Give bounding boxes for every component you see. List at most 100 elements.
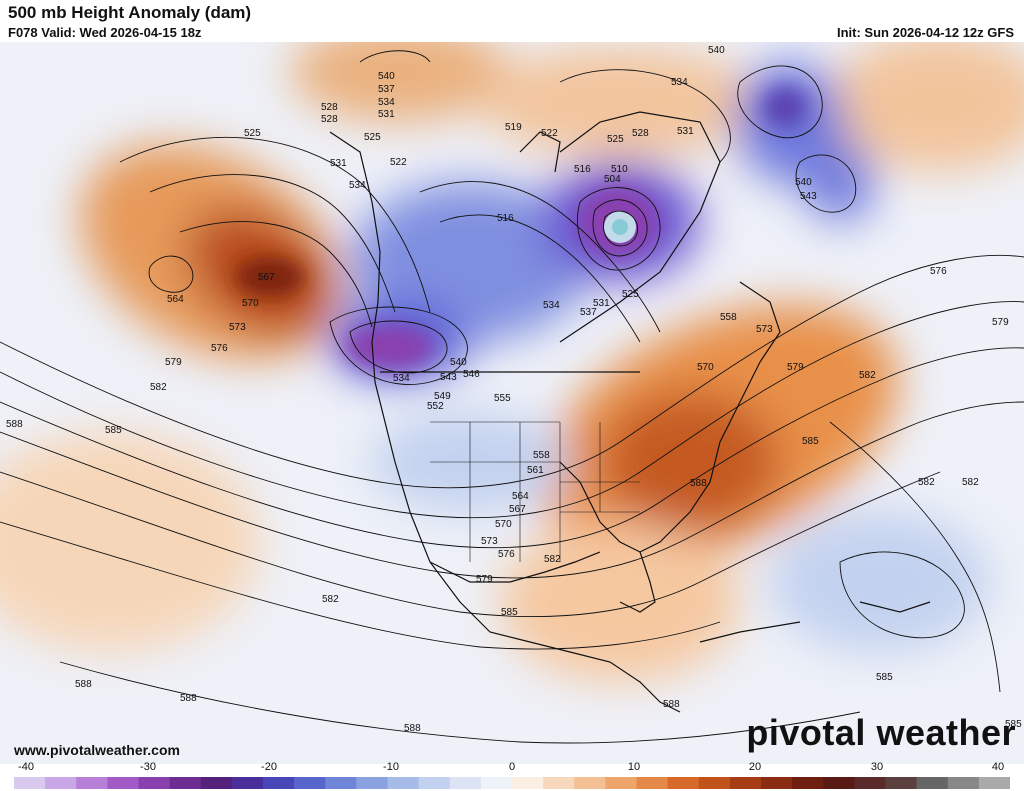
colorbar-swatch <box>45 777 77 789</box>
svg-text:534: 534 <box>543 300 560 311</box>
svg-text:561: 561 <box>527 465 544 476</box>
svg-text:582: 582 <box>859 370 876 381</box>
colorbar-swatch <box>512 777 544 789</box>
svg-text:564: 564 <box>512 491 529 502</box>
svg-text:585: 585 <box>501 607 518 618</box>
anomaly-colorbar <box>14 777 1010 789</box>
svg-text:525: 525 <box>364 132 381 143</box>
svg-text:540: 540 <box>378 71 395 82</box>
svg-text:516: 516 <box>497 213 514 224</box>
svg-text:588: 588 <box>180 693 197 704</box>
svg-text:504: 504 <box>604 174 621 185</box>
colorbar-tick: -40 <box>18 761 34 773</box>
svg-text:567: 567 <box>258 272 275 283</box>
svg-text:540: 540 <box>708 45 725 56</box>
svg-text:525: 525 <box>622 289 639 300</box>
colorbar-swatch <box>885 777 918 789</box>
colorbar-swatch <box>387 777 420 789</box>
svg-text:558: 558 <box>533 450 550 461</box>
svg-text:531: 531 <box>378 109 395 120</box>
colorbar-swatch <box>978 777 1010 789</box>
init-time: Init: Sun 2026-04-12 12z GFS <box>836 25 1014 40</box>
svg-text:567: 567 <box>509 504 526 515</box>
svg-text:537: 537 <box>378 84 395 95</box>
svg-text:579: 579 <box>787 362 804 373</box>
colorbar-swatch <box>636 777 669 789</box>
colorbar-swatch <box>947 777 980 789</box>
colorbar-swatch <box>325 777 357 789</box>
weather-map: 540 537 534 531 528 528 525 525 522 531 534 519 5… <box>0 42 1024 764</box>
svg-text:564: 564 <box>167 294 184 305</box>
svg-text:588: 588 <box>75 679 92 690</box>
svg-text:552: 552 <box>427 401 444 412</box>
colorbar-swatch <box>231 777 264 789</box>
svg-text:522: 522 <box>541 128 558 139</box>
svg-text:582: 582 <box>544 554 561 565</box>
header-bar: 500 mb Height Anomaly (dam) F078 Valid: … <box>0 0 1024 42</box>
colorbar-swatch <box>792 777 824 789</box>
colorbar-tick: 20 <box>748 761 762 773</box>
svg-text:573: 573 <box>229 322 246 333</box>
colorbar-swatch <box>761 777 793 789</box>
colorbar-swatch <box>169 777 202 789</box>
svg-text:543: 543 <box>800 191 817 202</box>
svg-text:570: 570 <box>242 298 259 309</box>
svg-text:576: 576 <box>498 549 515 560</box>
colorbar-tick: 0 <box>508 761 516 773</box>
svg-text:531: 531 <box>677 126 694 137</box>
colorbar-swatch <box>418 777 451 789</box>
valid-time: F078 Valid: Wed 2026-04-15 18z <box>8 25 202 40</box>
svg-text:570: 570 <box>495 519 512 530</box>
svg-text:558: 558 <box>720 312 737 323</box>
svg-text:534: 534 <box>671 77 688 88</box>
svg-text:585: 585 <box>1005 719 1022 730</box>
svg-text:540: 540 <box>450 357 467 368</box>
colorbar-swatch <box>294 777 326 789</box>
svg-text:588: 588 <box>690 478 707 489</box>
svg-text:531: 531 <box>593 298 610 309</box>
map-title: 500 mb Height Anomaly (dam) <box>8 3 252 22</box>
svg-text:588: 588 <box>663 699 680 710</box>
colorbar-tick: -10 <box>383 761 399 773</box>
svg-text:588: 588 <box>404 723 421 734</box>
site-url: www.pivotalweather.com <box>14 742 180 758</box>
svg-text:570: 570 <box>697 362 714 373</box>
colorbar-swatch <box>729 777 762 789</box>
colorbar-swatch <box>480 777 513 789</box>
svg-text:582: 582 <box>322 594 339 605</box>
svg-text:579: 579 <box>476 574 493 585</box>
svg-text:534: 534 <box>349 180 366 191</box>
colorbar-swatch <box>200 777 233 789</box>
svg-text:522: 522 <box>390 157 407 168</box>
svg-text:588: 588 <box>6 419 23 430</box>
colorbar-swatch <box>605 777 638 789</box>
svg-text:579: 579 <box>165 357 182 368</box>
svg-text:576: 576 <box>930 266 947 277</box>
svg-text:549: 549 <box>434 391 451 402</box>
svg-text:543: 543 <box>440 372 457 383</box>
colorbar-tick: -20 <box>261 761 277 773</box>
svg-text:528: 528 <box>632 128 649 139</box>
colorbar-swatch <box>14 777 46 789</box>
svg-text:582: 582 <box>150 382 167 393</box>
colorbar-tick: 30 <box>870 761 884 773</box>
svg-text:585: 585 <box>105 425 122 436</box>
svg-text:528: 528 <box>321 102 338 113</box>
svg-text:516: 516 <box>574 164 591 175</box>
colorbar-tick: 10 <box>627 761 641 773</box>
svg-text:528: 528 <box>321 114 338 125</box>
colorbar-swatch <box>138 777 171 789</box>
svg-text:540: 540 <box>795 177 812 188</box>
colorbar-swatch <box>916 777 949 789</box>
svg-text:573: 573 <box>756 324 773 335</box>
svg-text:582: 582 <box>918 477 935 488</box>
svg-text:573: 573 <box>481 536 498 547</box>
colorbar-swatch <box>854 777 887 789</box>
colorbar-swatch <box>574 777 606 789</box>
colorbar-swatch <box>667 777 700 789</box>
svg-text:519: 519 <box>505 122 522 133</box>
svg-text:534: 534 <box>393 373 410 384</box>
svg-text:576: 576 <box>211 343 228 354</box>
colorbar-swatch <box>356 777 389 789</box>
colorbar-swatch <box>107 777 140 789</box>
